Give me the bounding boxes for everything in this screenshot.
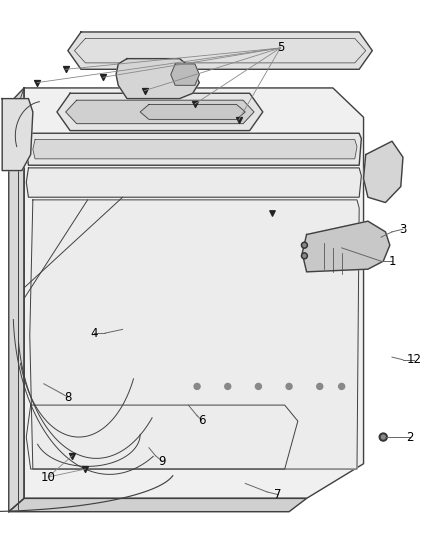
Text: 9: 9 xyxy=(158,455,166,467)
Text: 3: 3 xyxy=(399,223,406,236)
Polygon shape xyxy=(66,100,254,124)
Polygon shape xyxy=(57,93,263,131)
Polygon shape xyxy=(9,498,307,512)
Circle shape xyxy=(255,383,261,390)
Text: 12: 12 xyxy=(406,353,421,366)
Polygon shape xyxy=(116,59,199,99)
Point xyxy=(62,65,69,74)
Polygon shape xyxy=(24,88,364,498)
Point xyxy=(141,86,148,95)
Circle shape xyxy=(225,383,231,390)
Circle shape xyxy=(303,254,306,257)
Circle shape xyxy=(286,383,292,390)
Polygon shape xyxy=(30,200,359,469)
Polygon shape xyxy=(364,141,403,203)
Point xyxy=(82,465,89,473)
Circle shape xyxy=(317,383,323,390)
Text: 2: 2 xyxy=(406,431,413,443)
Point xyxy=(34,78,41,87)
Point xyxy=(235,116,242,124)
Polygon shape xyxy=(171,64,199,85)
Polygon shape xyxy=(2,99,33,171)
Polygon shape xyxy=(140,104,245,119)
Text: 6: 6 xyxy=(198,414,205,426)
Circle shape xyxy=(339,383,345,390)
Polygon shape xyxy=(9,88,24,512)
Circle shape xyxy=(301,242,307,248)
Circle shape xyxy=(194,383,200,390)
Point xyxy=(99,73,106,82)
Text: 10: 10 xyxy=(41,471,56,483)
Polygon shape xyxy=(26,168,361,197)
Text: 8: 8 xyxy=(64,391,71,403)
Point xyxy=(191,100,198,108)
Text: 5: 5 xyxy=(277,42,284,54)
Circle shape xyxy=(379,433,387,441)
Circle shape xyxy=(303,244,306,247)
Text: 7: 7 xyxy=(274,488,282,501)
Text: 4: 4 xyxy=(90,327,98,340)
Circle shape xyxy=(301,253,307,259)
Polygon shape xyxy=(302,221,390,272)
Circle shape xyxy=(381,435,385,439)
Point xyxy=(69,451,76,460)
Text: 1: 1 xyxy=(388,255,396,268)
Point xyxy=(268,209,275,217)
Polygon shape xyxy=(68,32,372,69)
Polygon shape xyxy=(26,133,361,165)
Polygon shape xyxy=(33,140,357,159)
